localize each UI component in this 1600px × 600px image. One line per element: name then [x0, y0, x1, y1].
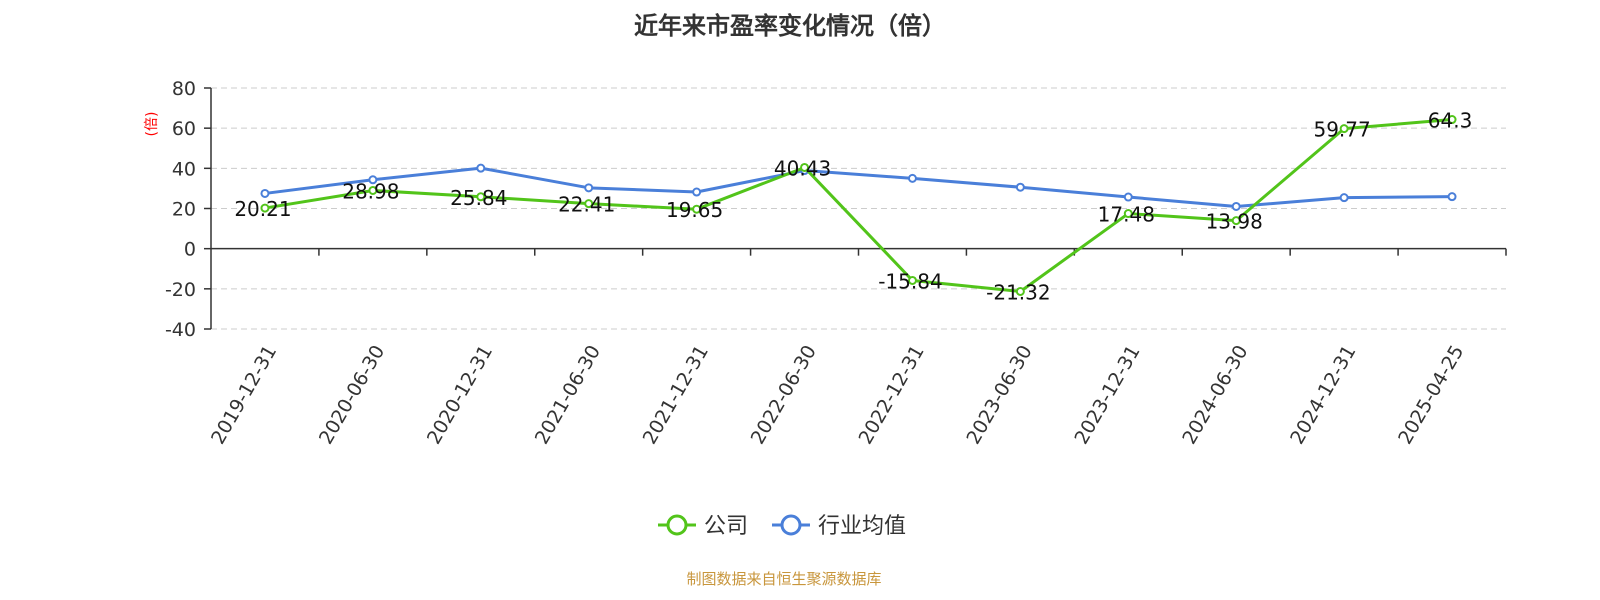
- x-tick-label: 2020-12-31: [423, 341, 497, 448]
- data-point-series-1[interactable]: [1231, 201, 1241, 211]
- data-point-series-0[interactable]: [476, 192, 486, 202]
- data-label: -15.84: [878, 269, 942, 293]
- data-label: 19.65: [666, 198, 723, 222]
- x-tick-label: 2024-12-31: [1286, 342, 1360, 449]
- data-label: 22.41: [558, 193, 615, 217]
- x-tick-label: 2022-12-31: [855, 341, 929, 448]
- data-point-series-0[interactable]: [1015, 286, 1025, 296]
- legend-swatch-industry-marker: [780, 514, 802, 536]
- data-label: 59.77: [1313, 118, 1370, 142]
- data-point-series-0[interactable]: [800, 162, 810, 172]
- y-tick-label: 80: [172, 78, 196, 100]
- x-tick-label: 2021-06-30: [531, 342, 605, 449]
- y-tick-label: -40: [165, 319, 196, 341]
- data-point-series-1[interactable]: [368, 175, 378, 185]
- data-point-series-0[interactable]: [584, 199, 594, 209]
- x-tick-label: 2021-12-31: [639, 342, 713, 449]
- y-tick-label: 40: [172, 158, 196, 180]
- x-tick-label: 2019-12-31: [207, 342, 281, 449]
- data-point-series-0[interactable]: [907, 275, 917, 285]
- data-point-series-0[interactable]: [260, 203, 270, 213]
- data-label: 64.3: [1428, 109, 1473, 133]
- legend-swatch-company-marker: [666, 514, 688, 536]
- data-label: 17.48: [1098, 203, 1155, 227]
- series-lines: [260, 115, 1457, 296]
- x-tick-label: 2024-06-30: [1178, 342, 1252, 449]
- grid-lines: [211, 87, 1506, 330]
- data-label: 25.84: [450, 186, 507, 210]
- legend-item-industry-average[interactable]: 行业均值: [772, 514, 906, 539]
- y-axis-label: (倍): [144, 112, 160, 137]
- data-label: 40.43: [774, 156, 831, 180]
- data-label: 28.98: [342, 179, 399, 203]
- data-point-series-0[interactable]: [1231, 216, 1241, 226]
- data-point-series-1[interactable]: [260, 188, 270, 198]
- data-point-series-0[interactable]: [692, 204, 702, 214]
- data-labels: 20.21 28.98 25.84 22.41 19.65 40.43 -15.84 -21.…: [234, 109, 1472, 305]
- data-point-series-0[interactable]: [1123, 209, 1133, 219]
- y-tick-label: 0: [184, 239, 196, 261]
- data-source-note: 制图数据来自恒生聚源数据库: [686, 570, 881, 588]
- data-point-series-1[interactable]: [1339, 193, 1349, 203]
- chart-title: 近年来市盈率变化情况（倍）: [634, 12, 946, 40]
- data-point-series-0[interactable]: [368, 185, 378, 195]
- x-tick-label: 2022-06-30: [747, 342, 821, 449]
- legend-label-company: 公司: [704, 514, 748, 539]
- data-point-series-1[interactable]: [1015, 182, 1025, 192]
- data-label: 20.21: [234, 197, 291, 221]
- legend-label-industry-average: 行业均值: [818, 514, 906, 539]
- x-tick-label: 2023-06-30: [962, 342, 1036, 449]
- data-point-series-0[interactable]: [1447, 115, 1457, 125]
- data-label: -21.32: [986, 280, 1050, 304]
- y-tick-label: 20: [172, 199, 196, 221]
- legend-item-company[interactable]: 公司: [658, 514, 748, 539]
- y-tick-label: -20: [165, 279, 196, 301]
- data-point-series-1[interactable]: [584, 183, 594, 193]
- x-tick-label: 2025-04-25: [1394, 342, 1468, 449]
- data-point-series-1[interactable]: [1447, 192, 1457, 202]
- data-point-series-0[interactable]: [1339, 124, 1349, 134]
- data-point-series-1[interactable]: [476, 163, 486, 173]
- y-tick-labels: 80 60 40 20 0 -20 -40: [165, 78, 196, 341]
- data-point-series-1[interactable]: [907, 173, 917, 183]
- x-tick-labels: 2019-12-31 2020-06-30 2020-12-31 2021-06-30…: [207, 341, 1468, 448]
- series-line-0: [264, 118, 1453, 293]
- y-tick-label: 60: [172, 118, 196, 140]
- data-label: 13.98: [1206, 210, 1263, 234]
- data-point-series-1[interactable]: [692, 187, 702, 197]
- axes: [204, 87, 1507, 330]
- x-tick-label: 2023-12-31: [1070, 342, 1144, 449]
- x-tick-label: 2020-06-30: [315, 342, 389, 449]
- legend[interactable]: 公司 行业均值: [658, 514, 906, 539]
- data-point-series-1[interactable]: [1123, 192, 1133, 202]
